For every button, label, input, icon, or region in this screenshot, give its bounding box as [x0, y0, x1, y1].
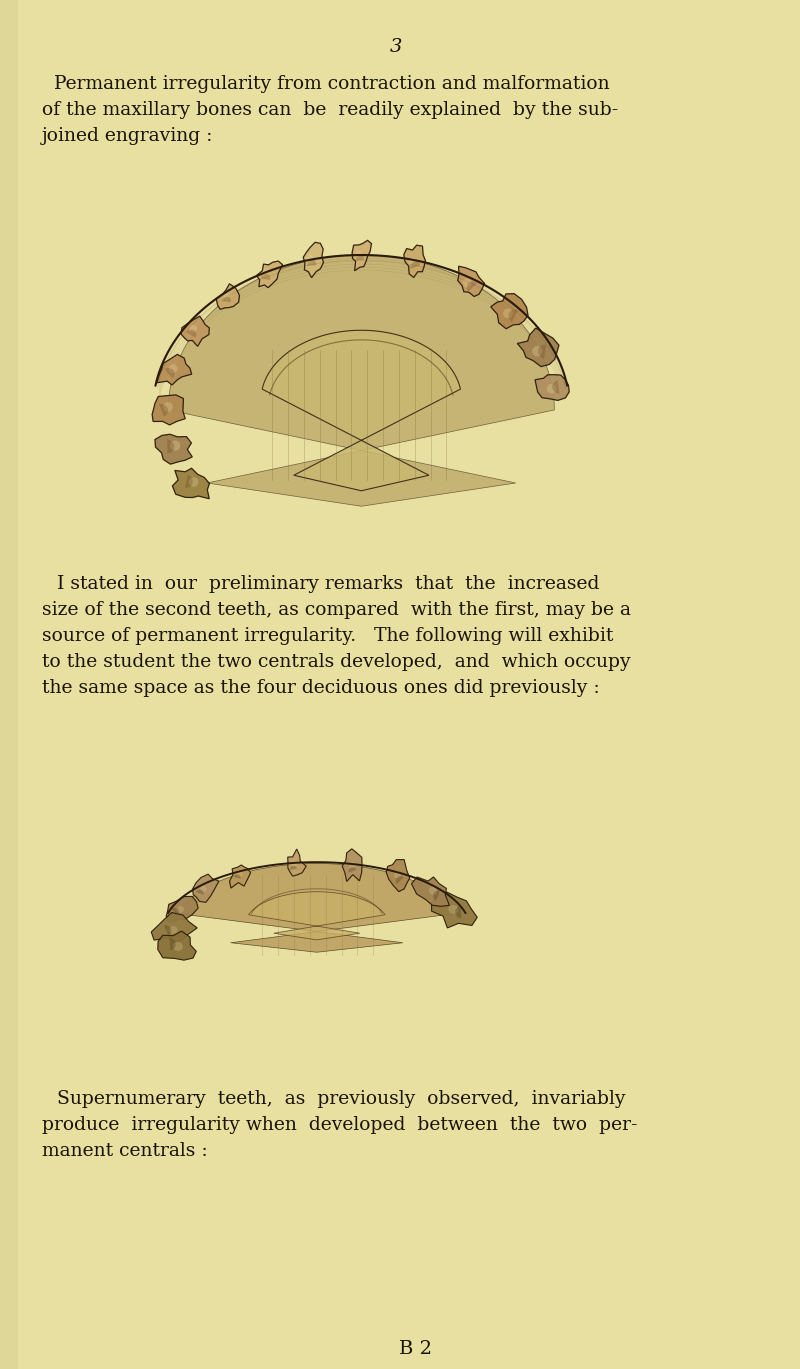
Polygon shape: [170, 441, 180, 450]
Text: joined engraving :: joined engraving :: [42, 127, 213, 145]
Polygon shape: [411, 878, 450, 906]
Polygon shape: [181, 316, 210, 346]
Polygon shape: [178, 864, 456, 953]
Polygon shape: [509, 309, 518, 323]
Polygon shape: [169, 364, 178, 374]
Polygon shape: [189, 324, 197, 333]
Polygon shape: [186, 330, 196, 338]
Polygon shape: [429, 887, 437, 895]
Polygon shape: [394, 871, 401, 879]
Polygon shape: [195, 890, 204, 895]
Polygon shape: [222, 297, 231, 303]
Polygon shape: [288, 849, 306, 876]
Polygon shape: [173, 942, 182, 951]
Polygon shape: [171, 908, 179, 916]
Polygon shape: [352, 241, 371, 271]
Polygon shape: [535, 375, 570, 400]
Text: of the maxillary bones can  be  readily explained  by the sub-: of the maxillary bones can be readily ex…: [42, 101, 618, 119]
Text: Supernumerary  teeth,  as  previously  observed,  invariably: Supernumerary teeth, as previously obser…: [58, 1090, 626, 1108]
Polygon shape: [185, 474, 193, 487]
Polygon shape: [237, 871, 242, 878]
Polygon shape: [249, 891, 385, 941]
Polygon shape: [490, 293, 528, 329]
Polygon shape: [230, 865, 250, 888]
Text: the same space as the four deciduous ones did previously :: the same space as the four deciduous one…: [42, 679, 599, 697]
Polygon shape: [538, 345, 546, 359]
Polygon shape: [165, 368, 174, 378]
Polygon shape: [432, 893, 478, 928]
Polygon shape: [167, 439, 174, 453]
Text: B 2: B 2: [399, 1340, 432, 1358]
Polygon shape: [292, 861, 297, 868]
Text: source of permanent irregularity.   The following will exhibit: source of permanent irregularity. The fo…: [42, 627, 613, 645]
Polygon shape: [166, 897, 198, 923]
Polygon shape: [233, 875, 241, 879]
Polygon shape: [348, 867, 357, 873]
Polygon shape: [552, 381, 559, 394]
Polygon shape: [169, 925, 178, 934]
Polygon shape: [410, 261, 420, 270]
Text: Permanent irregularity from contraction and malformation: Permanent irregularity from contraction …: [54, 75, 610, 93]
Polygon shape: [455, 906, 461, 919]
Polygon shape: [262, 268, 270, 277]
Polygon shape: [223, 292, 230, 300]
Polygon shape: [159, 404, 168, 416]
Polygon shape: [257, 261, 282, 287]
Polygon shape: [262, 330, 461, 490]
Polygon shape: [177, 906, 184, 913]
Polygon shape: [350, 862, 355, 869]
Polygon shape: [307, 255, 314, 263]
Polygon shape: [404, 245, 426, 278]
Polygon shape: [158, 931, 196, 960]
Text: 3: 3: [390, 38, 402, 56]
Polygon shape: [458, 266, 485, 297]
Polygon shape: [155, 434, 192, 464]
Polygon shape: [342, 849, 362, 882]
Polygon shape: [157, 355, 192, 385]
Polygon shape: [261, 274, 270, 281]
Polygon shape: [173, 468, 210, 498]
Polygon shape: [193, 875, 219, 902]
Polygon shape: [216, 283, 239, 309]
Bar: [0, 0, 18, 1369]
Polygon shape: [503, 308, 513, 318]
Polygon shape: [303, 242, 323, 278]
Polygon shape: [409, 257, 416, 266]
Polygon shape: [396, 876, 403, 884]
Polygon shape: [200, 886, 206, 893]
Polygon shape: [163, 402, 173, 412]
Polygon shape: [467, 282, 477, 292]
Polygon shape: [168, 255, 554, 507]
Polygon shape: [355, 255, 364, 260]
Polygon shape: [170, 938, 176, 950]
Polygon shape: [151, 913, 198, 942]
Polygon shape: [290, 865, 297, 869]
Polygon shape: [462, 279, 471, 287]
Polygon shape: [189, 478, 198, 487]
Polygon shape: [306, 260, 317, 266]
Text: manent centrals :: manent centrals :: [42, 1142, 207, 1160]
Text: size of the second teeth, as compared  with the first, may be a: size of the second teeth, as compared wi…: [42, 601, 630, 619]
Polygon shape: [546, 383, 556, 393]
Polygon shape: [532, 346, 542, 356]
Polygon shape: [386, 860, 410, 891]
Text: produce  irregularity when  developed  between  the  two  per-: produce irregularity when developed betw…: [42, 1116, 637, 1134]
Polygon shape: [164, 925, 171, 935]
Text: I stated in  our  preliminary remarks  that  the  increased: I stated in our preliminary remarks that…: [58, 575, 600, 593]
Polygon shape: [433, 890, 440, 901]
Polygon shape: [518, 329, 559, 367]
Polygon shape: [448, 905, 458, 914]
Polygon shape: [355, 251, 362, 259]
Polygon shape: [152, 394, 186, 424]
Text: to the student the two centrals developed,  and  which occupy: to the student the two centrals develope…: [42, 653, 630, 671]
